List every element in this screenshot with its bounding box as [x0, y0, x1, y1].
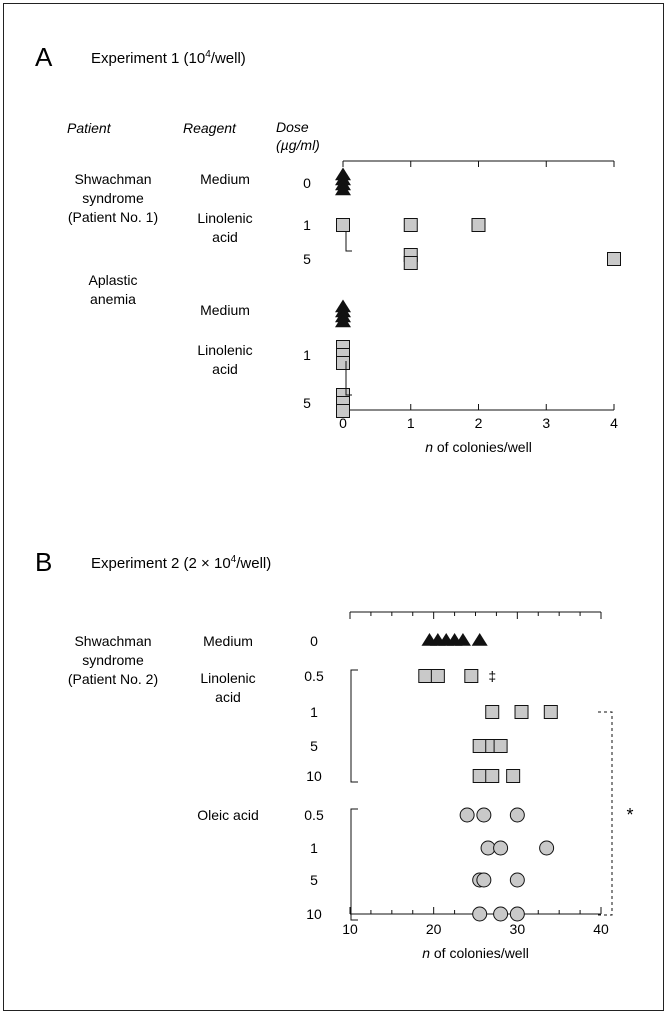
- panel-a-patient-label: anemia: [90, 291, 136, 307]
- panel-a-g0-r2-point-1: [403, 256, 418, 270]
- panel-a-g1-r1-point-2: [336, 356, 350, 370]
- panel-b-chart: 10 20 30 40n of colonies/wellShwachmansyndr…: [68, 611, 634, 961]
- panel-b-reagent-label: Medium: [203, 633, 253, 649]
- panel-b-dose-bracket: [350, 669, 358, 783]
- figure-frame: [3, 3, 664, 1011]
- panel-b-dose-bracket: [350, 808, 358, 921]
- panel-b-reagent-label: acid: [215, 689, 241, 705]
- panel-b-r6-point-2: [539, 840, 555, 856]
- panel-a-dose-bracket: [345, 361, 352, 396]
- panel-b-patient-label: (Patient No. 2): [68, 671, 158, 687]
- panel-a-g1-r0-point-3: [335, 314, 351, 328]
- panel-b-dose-label: 1: [310, 840, 318, 856]
- panel-a-tick-label: 4: [610, 415, 618, 431]
- header-dose: Dose: [276, 119, 309, 135]
- panel-b-patient-label: syndrome: [82, 652, 144, 668]
- header-patient: Patient: [67, 120, 112, 136]
- panel-a-patient-label: Shwachman: [74, 171, 151, 187]
- panel-b-significance-bracket: [598, 711, 613, 916]
- panel-b-reagent-label: Linolenic: [200, 670, 255, 686]
- panel-b-tick-label: 40: [593, 921, 609, 937]
- panel-a-patient-label: syndrome: [82, 190, 144, 206]
- panel-a-tick-label: 1: [407, 415, 415, 431]
- panel-b-r5-point-2: [509, 807, 525, 823]
- panel-a-reagent-label: Linolenic: [197, 210, 252, 226]
- panel-b-title: Experiment 2 (2 × 104/well): [91, 554, 271, 572]
- panel-b-dose-label: 0.5: [304, 668, 324, 684]
- panel-a-g0-r1-point-2: [471, 218, 486, 232]
- panel-a-g1-r2-point-2: [336, 404, 350, 418]
- panel-a-reagent-label: Medium: [200, 171, 250, 187]
- header-reagent: Reagent: [183, 120, 237, 136]
- panel-a-g0-r1-point-1: [403, 218, 418, 232]
- panel-a-g0-r0-point-3: [335, 182, 351, 196]
- panel-a-dose-label: 0: [303, 175, 311, 191]
- panel-b-r2-point-0: [485, 705, 500, 719]
- panel-b-dose-label: 0.5: [304, 807, 324, 823]
- header-dose-unit: (µg/ml): [276, 137, 320, 153]
- panel-b-r5-point-0: [459, 807, 475, 823]
- panel-b-r5-point-1: [476, 807, 492, 823]
- panel-b-tick-label: 30: [510, 921, 526, 937]
- panel-a-tick-label: 2: [475, 415, 483, 431]
- panel-b-tick-label: 20: [426, 921, 442, 937]
- panel-b-r6-point-1: [493, 840, 509, 856]
- panel-a-x-axis-label: n of colonies/well: [425, 439, 532, 455]
- panel-b-dose-label: 5: [310, 872, 318, 888]
- panel-a-letter: A: [35, 42, 53, 72]
- panel-a-chart: 0 1 2 3 4 n of colonies/well Shwachman syndrome…: [68, 160, 621, 455]
- panel-b-dose-label: 10: [306, 906, 322, 922]
- panel-b-annotation: ‡: [488, 668, 496, 684]
- panel-b-reagent-label: Oleic acid: [197, 807, 258, 823]
- panel-b-r4-point-1: [485, 769, 500, 783]
- panel-a-reagent-label: acid: [212, 229, 238, 245]
- panel-a-g0-r2-point-2: [607, 252, 621, 266]
- panel-b-letter: B: [35, 547, 52, 577]
- panel-b-patient-label: Shwachman: [74, 633, 151, 649]
- panel-b-r4-point-2: [506, 769, 521, 783]
- panel-a-patient-label: (Patient No. 1): [68, 209, 158, 225]
- panel-a-reagent-label: Linolenic: [197, 342, 252, 358]
- panel-a-dose-label: 5: [303, 395, 311, 411]
- panel-b-r7-point-1: [476, 872, 492, 888]
- panel-b-dose-label: 10: [306, 768, 322, 784]
- panel-b-x-axis-label: n of colonies/well: [422, 945, 529, 961]
- panel-b-r6-point-0: [480, 840, 496, 856]
- panel-b-r3-point-0: [472, 739, 487, 753]
- panel-a-dose-bracket: [345, 231, 352, 252]
- panel-a-reagent-label: Medium: [200, 302, 250, 318]
- panel-a-tick-label: 3: [542, 415, 550, 431]
- panel-b-r0-point-4: [454, 633, 471, 646]
- panel-b-r8-point-0: [472, 906, 488, 922]
- panel-a-patient-label: Aplastic: [88, 272, 137, 288]
- panel-b-dose-label: 5: [310, 738, 318, 754]
- panel-a-tick-label: 0: [339, 415, 347, 431]
- panel-b-r1-point-2: [464, 669, 479, 683]
- panel-a-reagent-label: acid: [212, 361, 238, 377]
- panel-b-r3-point-2: [493, 739, 508, 753]
- panel-b-r0-point-5: [471, 633, 488, 646]
- panel-a-title: Experiment 1 (104/well): [91, 49, 246, 67]
- panel-b-r8-point-2: [509, 906, 525, 922]
- panel-a-dose-label: 1: [303, 217, 311, 233]
- panel-b-dose-label: 1: [310, 704, 318, 720]
- panel-b-r1-point-0: [418, 669, 433, 683]
- panel-b-r7-point-2: [509, 872, 525, 888]
- panel-b-tick-label: 10: [342, 921, 358, 937]
- panel-a-dose-label: 5: [303, 251, 311, 267]
- panel-a-g0-r1-point-0: [336, 218, 350, 232]
- panel-b-significance-mark: *: [626, 805, 633, 825]
- panel-a-dose-label: 1: [303, 347, 311, 363]
- panel-b-r2-point-2: [543, 705, 558, 719]
- panel-b-r2-point-1: [514, 705, 529, 719]
- panel-b-r1-point-1: [430, 669, 445, 683]
- panel-b-r8-point-1: [493, 906, 509, 922]
- panel-b-dose-label: 0: [310, 633, 318, 649]
- panel-b-r4-point-0: [472, 769, 487, 783]
